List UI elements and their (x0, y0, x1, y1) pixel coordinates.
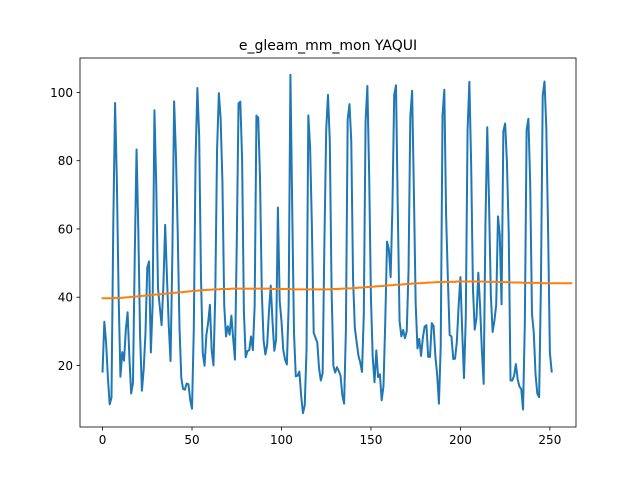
series-line-1 (101, 73, 553, 415)
x-axis: 0 50 100 150 200 250 (99, 427, 561, 447)
x-tick-label: 150 (359, 433, 382, 447)
chart-title: e_gleam_mm_mon YAQUI (239, 38, 417, 54)
series-line-2 (101, 280, 573, 300)
x-tick-label: 250 (538, 433, 561, 447)
y-tick-label: 60 (58, 222, 73, 236)
y-tick-label: 40 (58, 291, 73, 305)
x-tick-label: 200 (449, 433, 472, 447)
plot-area-frame (79, 57, 577, 428)
x-tick-label: 0 (99, 433, 107, 447)
series-layer (101, 73, 573, 415)
y-axis: 20 40 60 80 100 (50, 86, 80, 373)
x-tick-label: 100 (270, 433, 293, 447)
y-tick-label: 100 (50, 86, 73, 100)
y-tick-label: 20 (58, 359, 73, 373)
x-tick-label: 50 (184, 433, 199, 447)
y-tick-label: 80 (58, 154, 73, 168)
